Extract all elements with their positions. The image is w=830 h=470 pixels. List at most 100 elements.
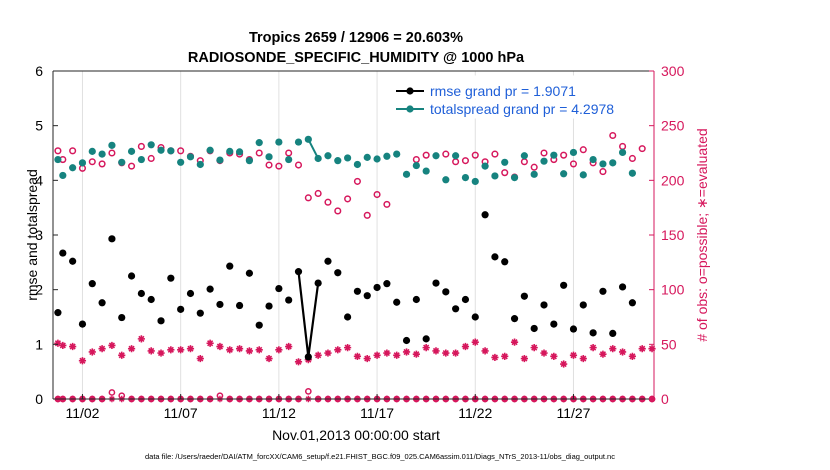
evaluated-obs-point (127, 345, 136, 353)
evaluated-obs-point (314, 351, 322, 359)
possible-obs-point (619, 142, 627, 150)
rmse-point (461, 295, 470, 304)
rmse-point (363, 292, 371, 300)
totalspread-point (334, 157, 342, 165)
totalspread-point (167, 147, 175, 155)
totalspread-point (422, 167, 430, 175)
totalspread-point (530, 170, 538, 178)
evaluated-obs-point (540, 349, 548, 357)
evaluated-obs-point (471, 338, 479, 346)
rmse-point (353, 287, 362, 295)
evaluated-obs-point (393, 351, 401, 359)
totalspread-point (226, 147, 234, 155)
evaluated-obs-point (442, 349, 450, 357)
possible-obs-point (285, 149, 293, 157)
x-tick-label: 11/07 (164, 405, 198, 421)
rmse-point (118, 313, 126, 322)
evaluated-obs-point (618, 348, 627, 356)
rmse-point (245, 269, 254, 277)
totalspread-point (589, 155, 597, 164)
evaluated-obs-point (59, 341, 67, 350)
rmse-point (324, 257, 332, 265)
rmse-point (628, 299, 636, 307)
rmse-point (530, 324, 538, 333)
rmse-point (69, 257, 77, 265)
possible-obs-point (88, 158, 96, 166)
rmse-point (383, 280, 391, 288)
evaluated-obs-point (255, 346, 263, 354)
y-tick-label-right: 300 (661, 63, 685, 79)
grid (81, 71, 574, 399)
rmse-point (285, 296, 293, 304)
rmse-point (186, 289, 195, 298)
rmse-point (432, 279, 440, 287)
rmse-point (471, 313, 479, 321)
evaluated-obs-point (501, 352, 509, 360)
y-tick-label-right: 50 (661, 336, 677, 352)
totalspread-point (275, 138, 283, 146)
evaluated-obs-point (294, 358, 303, 366)
rmse-point (618, 283, 627, 291)
y-axis-label-right: # of obs: o=possible; ∗=evaluated (694, 128, 710, 341)
y-axis-label-left: rmse and totalspread (24, 169, 40, 301)
evaluated-obs-point (324, 349, 332, 357)
totalspread-point (402, 170, 411, 178)
evaluated-obs-point (177, 346, 185, 354)
totalspread-point (618, 148, 627, 157)
totalspread-point (78, 159, 87, 167)
totalspread-point (235, 148, 244, 156)
evaluated-obs-point (98, 345, 106, 353)
possible-obs-point (422, 151, 430, 159)
totalspread-point (59, 171, 67, 180)
evaluated-obs-point (363, 354, 371, 363)
rmse-point (275, 284, 283, 293)
rmse-point (78, 320, 87, 328)
totalspread-point (344, 154, 352, 162)
y-tick-label-left: 3 (35, 227, 43, 243)
evaluated-obs-point (147, 347, 155, 355)
totalspread-point (54, 155, 62, 164)
rmse-point (569, 325, 578, 333)
totalspread-point (324, 152, 332, 160)
evaluated-obs-point (599, 350, 607, 358)
rmse-point (314, 279, 322, 287)
totalspread-point (383, 152, 391, 160)
evaluated-obs-point (265, 354, 273, 363)
y-tick-label-left: 0 (35, 391, 43, 407)
totalspread-point (628, 169, 636, 177)
totalspread-point (491, 172, 499, 180)
possible-obs-point (628, 154, 636, 163)
possible-obs-point (265, 161, 273, 169)
y-tick-label-left: 6 (35, 63, 43, 79)
rmse-point (98, 299, 106, 307)
evaluated-obs-point (78, 357, 87, 365)
rmse-point (540, 301, 548, 309)
possible-obs-point (54, 147, 62, 155)
possible-obs-point (255, 149, 263, 157)
legend-rmse-label: rmse grand pr = 1.9071 (430, 83, 576, 99)
totalspread-point (314, 154, 322, 163)
evaluated-obs-point (432, 347, 440, 355)
evaluated-obs-point (196, 354, 204, 363)
evaluated-obs-point (550, 352, 558, 360)
possible-obs-point (609, 131, 617, 140)
rmse-point (235, 301, 244, 310)
possible-obs-point (373, 190, 381, 199)
possible-obs-point (353, 177, 361, 185)
totalspread-point (393, 150, 401, 158)
x-tick-label: 11/27 (556, 405, 590, 421)
totalspread-point (373, 155, 381, 163)
rmse-point (481, 211, 489, 219)
possible-obs-point (491, 150, 499, 158)
possible-obs-point (452, 158, 460, 166)
evaluated-obs-point (481, 347, 489, 355)
evaluated-obs-point (491, 353, 499, 362)
possible-obs-point (461, 157, 470, 165)
totalspread-point (501, 158, 509, 166)
totalspread-point (540, 157, 548, 165)
rmse-point (304, 353, 312, 361)
evaluated-obs-point (609, 345, 617, 353)
evaluated-obs-point (245, 347, 254, 355)
y-tick-label-left: 4 (35, 172, 43, 188)
legend: rmse grand pr = 1.9071 totalspread grand… (388, 75, 649, 119)
